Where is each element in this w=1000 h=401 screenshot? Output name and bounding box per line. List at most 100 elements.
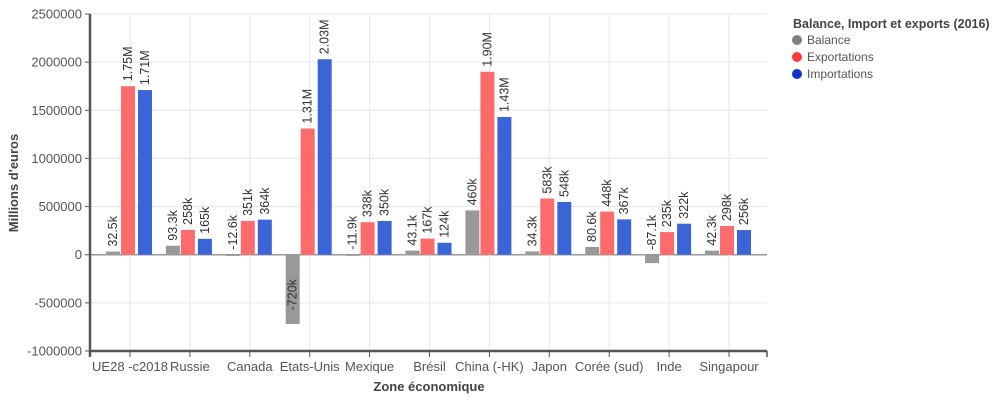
bar-exportations bbox=[540, 198, 555, 255]
bar-balance bbox=[465, 210, 480, 255]
data-label: -87.1k bbox=[645, 214, 659, 249]
data-label: 235k bbox=[660, 199, 674, 227]
x-tick-label: Canada bbox=[227, 359, 273, 374]
data-label: 583k bbox=[540, 166, 554, 194]
data-label: 338k bbox=[361, 189, 375, 217]
data-label: 1.75M bbox=[121, 46, 135, 81]
y-tick-label: 0 bbox=[75, 247, 82, 262]
x-tick-label: UE28 -c2018 bbox=[92, 359, 168, 374]
legend-item-importations: Importations bbox=[807, 67, 873, 81]
y-tick-label: 2500000 bbox=[31, 7, 82, 22]
data-label: 258k bbox=[181, 197, 195, 225]
data-label: 165k bbox=[198, 206, 212, 234]
data-label: 322k bbox=[677, 191, 691, 219]
bar-balance bbox=[405, 250, 420, 255]
data-label: -12.6k bbox=[226, 214, 240, 249]
bar-balance bbox=[165, 245, 180, 255]
data-label: 1.31M bbox=[301, 89, 315, 124]
data-label: 256k bbox=[737, 197, 751, 225]
y-tick-label: 500000 bbox=[39, 199, 82, 214]
bar-exportations bbox=[480, 71, 495, 255]
bar-exportations bbox=[180, 229, 195, 255]
bar-balance bbox=[525, 251, 540, 255]
data-label: 34.3k bbox=[525, 215, 539, 246]
axes: 2500000 2000000 1500000 1000000 500000 0 -5000… bbox=[27, 7, 768, 374]
bar-balance bbox=[705, 250, 719, 255]
x-tick-label: China (-HK) bbox=[455, 359, 524, 374]
bar-importations bbox=[437, 242, 452, 255]
data-labels: 32.5k 93.3k -12.6k -720k -11.9k 43.1k 460k 34.3… bbox=[106, 20, 751, 311]
data-label: 32.5k bbox=[106, 215, 120, 246]
bar-exportations bbox=[121, 86, 135, 255]
legend-marker-balance bbox=[792, 35, 802, 45]
data-label: 2.03M bbox=[318, 20, 332, 55]
legend-item-exportations: Exportations bbox=[807, 50, 874, 64]
x-tick-label: Singapour bbox=[699, 359, 759, 374]
bars bbox=[106, 59, 751, 325]
gridlines bbox=[90, 13, 767, 352]
y-tick-label: -500000 bbox=[34, 295, 82, 310]
bar-balance bbox=[106, 251, 120, 255]
bar-exportations bbox=[240, 220, 255, 255]
bar-importations bbox=[197, 238, 212, 255]
data-label: 298k bbox=[720, 193, 734, 221]
data-label: 43.1k bbox=[406, 214, 420, 245]
x-tick-label: Etats-Unis bbox=[280, 359, 340, 374]
data-label: 80.6k bbox=[585, 211, 599, 242]
y-tick-label: 2000000 bbox=[31, 55, 82, 70]
bar-importations bbox=[317, 59, 332, 255]
data-label: 367k bbox=[617, 187, 631, 215]
legend-title: Balance, Import et exports (2016) bbox=[793, 17, 990, 31]
y-axis-title: Millions d'euros bbox=[6, 134, 21, 232]
bar-importations bbox=[617, 219, 632, 255]
data-label: -11.9k bbox=[346, 215, 360, 250]
bar-exportations bbox=[420, 238, 435, 255]
bar-importations bbox=[138, 90, 152, 255]
y-tick-label: 1500000 bbox=[31, 103, 82, 118]
bar-exportations bbox=[660, 232, 675, 255]
bar-importations bbox=[737, 230, 751, 255]
bar-importations bbox=[257, 219, 272, 255]
y-tick-label: 1000000 bbox=[31, 151, 82, 166]
data-label: 124k bbox=[438, 210, 452, 238]
x-tick-label: Russie bbox=[170, 359, 210, 374]
x-tick-label: Inde bbox=[656, 359, 681, 374]
data-label: 350k bbox=[378, 188, 392, 216]
x-tick-label: Brésil bbox=[413, 359, 446, 374]
bar-importations bbox=[557, 201, 572, 255]
bar-exportations bbox=[360, 222, 375, 255]
bar-exportations bbox=[720, 226, 734, 255]
data-label: 351k bbox=[241, 188, 255, 216]
bar-exportations bbox=[600, 211, 615, 255]
legend-marker-importations bbox=[792, 69, 802, 79]
x-tick-label: Mexique bbox=[345, 359, 394, 374]
data-label: 548k bbox=[557, 169, 571, 197]
data-label: 448k bbox=[600, 179, 614, 207]
data-label: 167k bbox=[421, 206, 435, 234]
data-label: 1.90M bbox=[480, 32, 494, 67]
bar-importations bbox=[677, 223, 692, 255]
bar-importations bbox=[377, 221, 392, 255]
data-label: 460k bbox=[465, 178, 479, 206]
legend-marker-exportations bbox=[792, 52, 802, 62]
x-axis-title: Zone économique bbox=[373, 379, 484, 394]
data-label: 1.43M bbox=[497, 77, 511, 112]
data-label: 93.3k bbox=[166, 209, 180, 240]
data-label: -720k bbox=[286, 278, 300, 310]
x-tick-label: Corée (sud) bbox=[575, 359, 644, 374]
bar-balance bbox=[345, 254, 360, 256]
data-label: 364k bbox=[258, 187, 272, 215]
legend-item-balance: Balance bbox=[807, 33, 851, 47]
bar-balance bbox=[285, 254, 300, 325]
legend: Balance, Import et exports (2016) Balanc… bbox=[792, 17, 990, 81]
y-tick-label: -1000000 bbox=[27, 344, 82, 359]
bar-balance bbox=[645, 254, 660, 264]
bar-exportations bbox=[300, 128, 315, 255]
data-label: 1.71M bbox=[138, 50, 152, 85]
x-tick-label: Japon bbox=[532, 359, 567, 374]
bar-balance bbox=[585, 246, 600, 255]
data-label: 42.3k bbox=[705, 214, 719, 245]
bar-balance bbox=[225, 254, 240, 256]
bar-importations bbox=[497, 117, 512, 255]
